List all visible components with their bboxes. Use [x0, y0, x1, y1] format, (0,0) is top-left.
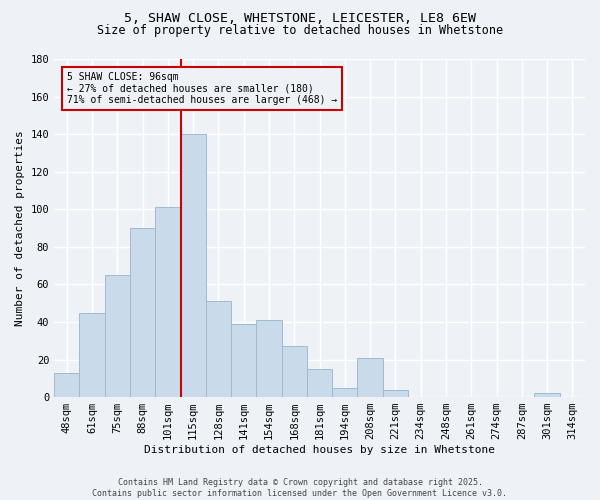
Bar — [54, 372, 79, 397]
Bar — [281, 346, 307, 397]
Bar — [358, 358, 383, 397]
Bar — [231, 324, 256, 397]
Text: 5, SHAW CLOSE, WHETSTONE, LEICESTER, LE8 6EW: 5, SHAW CLOSE, WHETSTONE, LEICESTER, LE8… — [124, 12, 476, 26]
Y-axis label: Number of detached properties: Number of detached properties — [15, 130, 25, 326]
Bar — [105, 275, 130, 397]
Bar — [383, 390, 408, 397]
Text: Contains HM Land Registry data © Crown copyright and database right 2025.
Contai: Contains HM Land Registry data © Crown c… — [92, 478, 508, 498]
Bar — [206, 302, 231, 397]
Bar — [307, 369, 332, 397]
Bar — [181, 134, 206, 397]
Bar — [256, 320, 281, 397]
Bar — [332, 388, 358, 397]
Bar — [79, 312, 105, 397]
X-axis label: Distribution of detached houses by size in Whetstone: Distribution of detached houses by size … — [144, 445, 495, 455]
Text: 5 SHAW CLOSE: 96sqm
← 27% of detached houses are smaller (180)
71% of semi-detac: 5 SHAW CLOSE: 96sqm ← 27% of detached ho… — [67, 72, 338, 106]
Bar — [130, 228, 155, 397]
Text: Size of property relative to detached houses in Whetstone: Size of property relative to detached ho… — [97, 24, 503, 37]
Bar — [155, 208, 181, 397]
Bar — [535, 394, 560, 397]
